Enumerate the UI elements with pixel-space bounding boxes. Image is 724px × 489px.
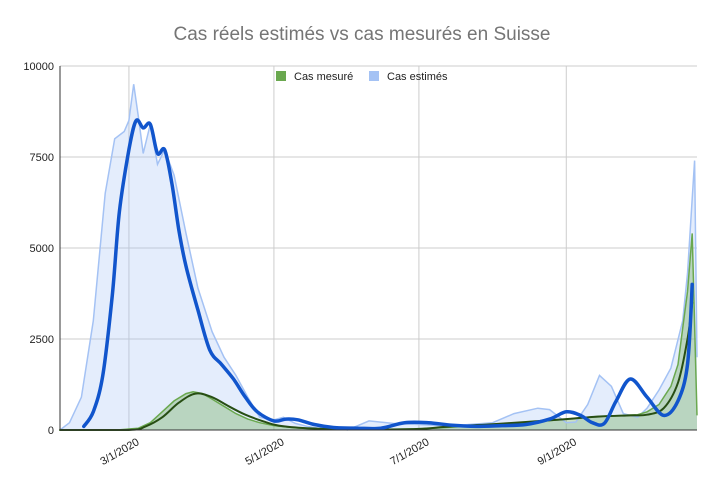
legend-swatch-cas-estimes — [369, 71, 379, 81]
y-tick-label: 7500 — [30, 152, 54, 164]
trend-cas-estimes — [82, 118, 694, 431]
y-tick-label: 10000 — [23, 61, 54, 73]
trend-lines — [59, 118, 694, 432]
legend: Cas mesuré Cas estimés — [276, 71, 448, 83]
legend-label-cas-estimes: Cas estimés — [387, 71, 448, 83]
axes — [59, 66, 697, 431]
area-cas-estimes — [60, 84, 697, 430]
y-tick-label: 2500 — [30, 334, 54, 346]
x-axis-ticks: 3/1/2020 5/1/2020 7/1/2020 9/1/2020 — [98, 436, 578, 468]
y-tick-label: 0 — [48, 425, 54, 437]
legend-swatch-cas-mesure — [276, 71, 286, 81]
x-tick-label: 5/1/2020 — [243, 436, 286, 468]
x-tick-label: 7/1/2020 — [388, 436, 431, 468]
x-tick-label: 9/1/2020 — [536, 436, 579, 468]
legend-label-cas-mesure: Cas mesuré — [294, 71, 353, 83]
x-tick-label: 3/1/2020 — [98, 436, 141, 468]
y-axis-ticks: 0 2500 5000 7500 10000 — [23, 61, 54, 437]
chart-title: Cas réels estimés vs cas mesurés en Suis… — [174, 24, 551, 45]
series-areas — [60, 84, 697, 430]
y-tick-label: 5000 — [30, 243, 54, 255]
